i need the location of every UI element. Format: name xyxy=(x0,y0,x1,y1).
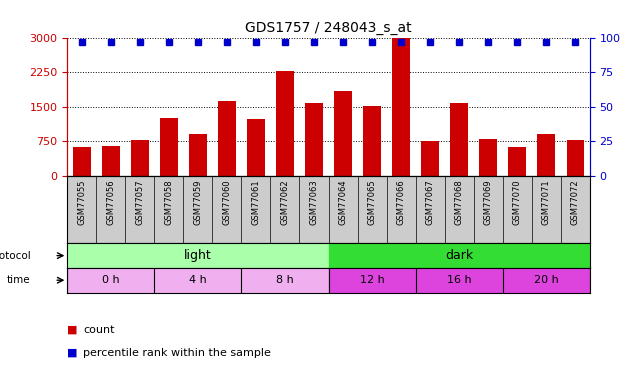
Text: GSM77055: GSM77055 xyxy=(78,179,87,225)
Bar xyxy=(415,268,503,292)
Text: time: time xyxy=(7,275,31,285)
Text: 16 h: 16 h xyxy=(447,275,471,285)
Text: GSM77071: GSM77071 xyxy=(542,179,551,225)
Bar xyxy=(479,140,497,176)
Text: count: count xyxy=(83,325,115,335)
Text: GSM77061: GSM77061 xyxy=(251,179,260,225)
Bar xyxy=(218,101,236,176)
Bar xyxy=(451,104,468,176)
Bar xyxy=(131,140,149,176)
Text: GSM77056: GSM77056 xyxy=(106,179,115,225)
Bar xyxy=(154,268,242,292)
Text: GSM77058: GSM77058 xyxy=(164,179,173,225)
Bar xyxy=(508,147,526,176)
Bar xyxy=(67,268,154,292)
Bar xyxy=(73,147,90,176)
Text: GSM77057: GSM77057 xyxy=(135,179,144,225)
Bar xyxy=(189,134,206,176)
Text: GSM77066: GSM77066 xyxy=(397,179,406,225)
Bar xyxy=(392,38,410,176)
Bar xyxy=(503,268,590,292)
Text: GSM77064: GSM77064 xyxy=(338,179,347,225)
Bar xyxy=(421,141,439,176)
Bar xyxy=(276,70,294,176)
Bar xyxy=(363,106,381,176)
Text: GSM77065: GSM77065 xyxy=(367,179,376,225)
Text: dark: dark xyxy=(445,249,473,262)
Bar xyxy=(335,92,352,176)
Text: 12 h: 12 h xyxy=(360,275,385,285)
Bar xyxy=(242,268,328,292)
Bar xyxy=(160,118,178,176)
Bar xyxy=(567,140,584,176)
Text: light: light xyxy=(184,249,212,262)
Bar xyxy=(329,268,415,292)
Text: GSM77059: GSM77059 xyxy=(194,179,203,225)
Text: GSM77060: GSM77060 xyxy=(222,179,231,225)
Bar xyxy=(102,146,119,176)
Text: ■: ■ xyxy=(67,348,81,357)
Bar xyxy=(537,134,555,176)
Text: 8 h: 8 h xyxy=(276,275,294,285)
Text: 4 h: 4 h xyxy=(189,275,207,285)
Text: GSM77072: GSM77072 xyxy=(570,179,579,225)
Bar xyxy=(67,243,329,268)
Bar xyxy=(247,119,265,176)
Bar xyxy=(305,103,322,176)
Bar xyxy=(329,243,590,268)
Text: GSM77062: GSM77062 xyxy=(281,179,290,225)
Text: GSM77070: GSM77070 xyxy=(513,179,522,225)
Title: GDS1757 / 248043_s_at: GDS1757 / 248043_s_at xyxy=(246,21,412,35)
Text: 20 h: 20 h xyxy=(534,275,558,285)
Text: GSM77069: GSM77069 xyxy=(484,179,493,225)
Text: GSM77068: GSM77068 xyxy=(454,179,463,225)
Text: 0 h: 0 h xyxy=(102,275,120,285)
Text: ■: ■ xyxy=(67,325,81,335)
Text: GSM77067: GSM77067 xyxy=(426,179,435,225)
Text: percentile rank within the sample: percentile rank within the sample xyxy=(83,348,271,357)
Text: protocol: protocol xyxy=(0,251,31,261)
Text: GSM77063: GSM77063 xyxy=(310,179,319,225)
